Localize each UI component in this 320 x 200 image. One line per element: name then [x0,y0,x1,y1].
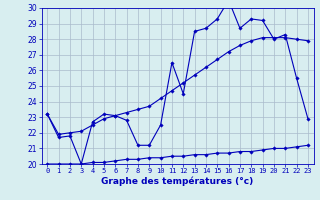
X-axis label: Graphe des températures (°c): Graphe des températures (°c) [101,177,254,186]
